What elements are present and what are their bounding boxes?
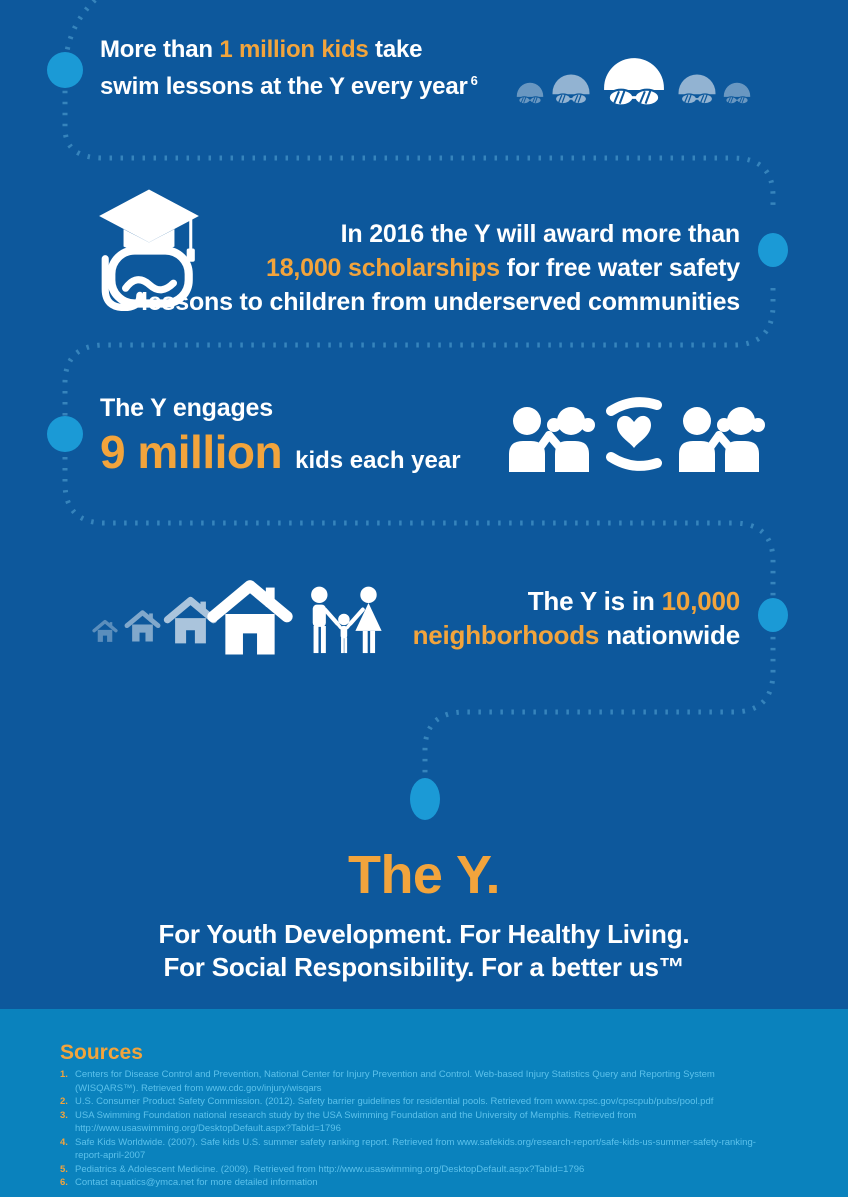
house-icon [124,610,161,642]
brand-tagline-1: For Youth Development. For Healthy Livin… [158,919,690,949]
house-icon [92,619,118,642]
milestone-dot-5 [410,778,440,820]
milestone-dot-2 [758,233,788,267]
source-number: 2. [60,1096,68,1107]
tassel-end-icon [186,248,195,262]
swim-lessons-stat: More than 1 million kids take swim lesso… [100,34,478,102]
swim-caps-icon [516,58,751,107]
swim-cap-small-right-icon [723,82,751,105]
family-icon [311,586,382,654]
source-text: USA Swimming Foundation national researc… [75,1109,637,1135]
brand-title: The Y. [347,845,501,905]
swim-stat-highlight: 1 million kids [219,36,369,63]
mask-icon [107,246,193,308]
scholarships-line2: 18,000 scholarships for free water safet… [90,251,740,285]
snorkel-icon [101,255,144,311]
scholarships-highlight: 18,000 scholarships [266,254,500,282]
scholarships-line1: In 2016 the Y will award more than [340,220,741,248]
scholarships-stat: In 2016 the Y will award more than 18,00… [90,217,740,319]
kids-pair-icon [509,407,595,472]
scholarships-line2-rest: for free water safety [499,254,741,282]
kids-group-icon [509,397,765,472]
source-text: Pediatrics & Adolescent Medicine. (2009)… [75,1163,585,1175]
neighborhoods-line1: The Y is in 10,000 [240,584,740,618]
source-number: 5. [60,1163,68,1175]
neighborhoods-line2: neighborhoods nationwide [240,618,741,652]
neighborhoods-highlight: neighborhoods [412,620,600,650]
swim-stat-prefix: More than [100,36,220,63]
neighborhoods-stat: The Y is in 10,000 neighborhoods nationw… [240,584,741,652]
kids-pair-icon [679,407,765,472]
source-number: 1. [60,1069,68,1080]
neighborhoods-suffix: nationwide [599,620,740,650]
brand-tagline-2: For Social Responsibility. For a better … [163,952,685,982]
sources-list: 1. Centers for Disease Control and Preve… [60,1068,766,1190]
source-item: 3. USA Swimming Foundation national rese… [60,1109,766,1136]
source-number: 4. [60,1136,68,1148]
mask-wave-icon [122,276,177,294]
swim-cap-medium-left-icon [552,74,590,105]
scholarships-line3: lessons to children from underserved com… [141,288,740,316]
engage-stat: The Y engages 9 million kids each year [100,394,461,479]
swim-cap-large-center-icon [604,58,664,107]
source-text: Centers for Disease Control and Preventi… [75,1069,715,1094]
journey-path [47,0,788,820]
brand-taglines: For Youth Development. For Healthy Livin… [0,918,848,984]
engage-line1: The Y engages [100,394,273,422]
brand-block: The Y. For Youth Development. For Health… [0,844,848,984]
milestone-dot-1 [47,52,83,88]
heart-in-hands-icon [606,397,662,471]
source-item: 5. Pediatrics & Adolescent Medicine. (20… [60,1163,766,1177]
source-number: 6. [60,1177,68,1188]
milestone-dot-3 [47,416,83,452]
source-item: 1. Centers for Disease Control and Preve… [60,1068,766,1095]
source-text: Contact aquatics@ymca.net for more detai… [75,1177,318,1188]
swim-stat-line2-text: swim lessons at the Y every year [100,73,468,100]
sources-footer: Sources 1. Centers for Disease Control a… [0,1009,848,1197]
swim-stat-line1: More than 1 million kids take [100,34,478,65]
source-item: 2. U.S. Consumer Product Safety Commissi… [60,1095,766,1109]
house-icon [207,580,293,655]
neighborhoods-prefix: The Y is in [527,586,662,616]
engage-rest: kids each year [295,447,461,474]
sources-heading: Sources [60,1041,143,1064]
house-icon [163,596,218,644]
source-text: U.S. Consumer Product Safety Commission.… [75,1096,714,1107]
engage-line2: 9 million kids each year [100,425,461,479]
milestone-dot-4 [758,598,788,632]
houses-icon [92,580,382,655]
engage-highlight: 9 million [100,426,283,478]
swim-stat-line2: swim lessons at the Y every year 6 [100,65,478,102]
source-text: Safe Kids Worldwide. (2007). Safe kids U… [75,1136,756,1162]
scholar-goggles-icon [99,189,199,311]
swim-stat-suffix: take [368,36,423,63]
neighborhoods-number: 10,000 [661,586,741,616]
source-item: 6. Contact aquatics@ymca.net for more de… [60,1176,766,1190]
footnote-ref-6: 6 [470,73,478,88]
source-number: 3. [60,1109,68,1121]
source-item: 4. Safe Kids Worldwide. (2007). Safe kid… [60,1136,766,1163]
swim-cap-medium-right-icon [678,74,716,105]
swim-cap-small-left-icon [516,82,544,105]
